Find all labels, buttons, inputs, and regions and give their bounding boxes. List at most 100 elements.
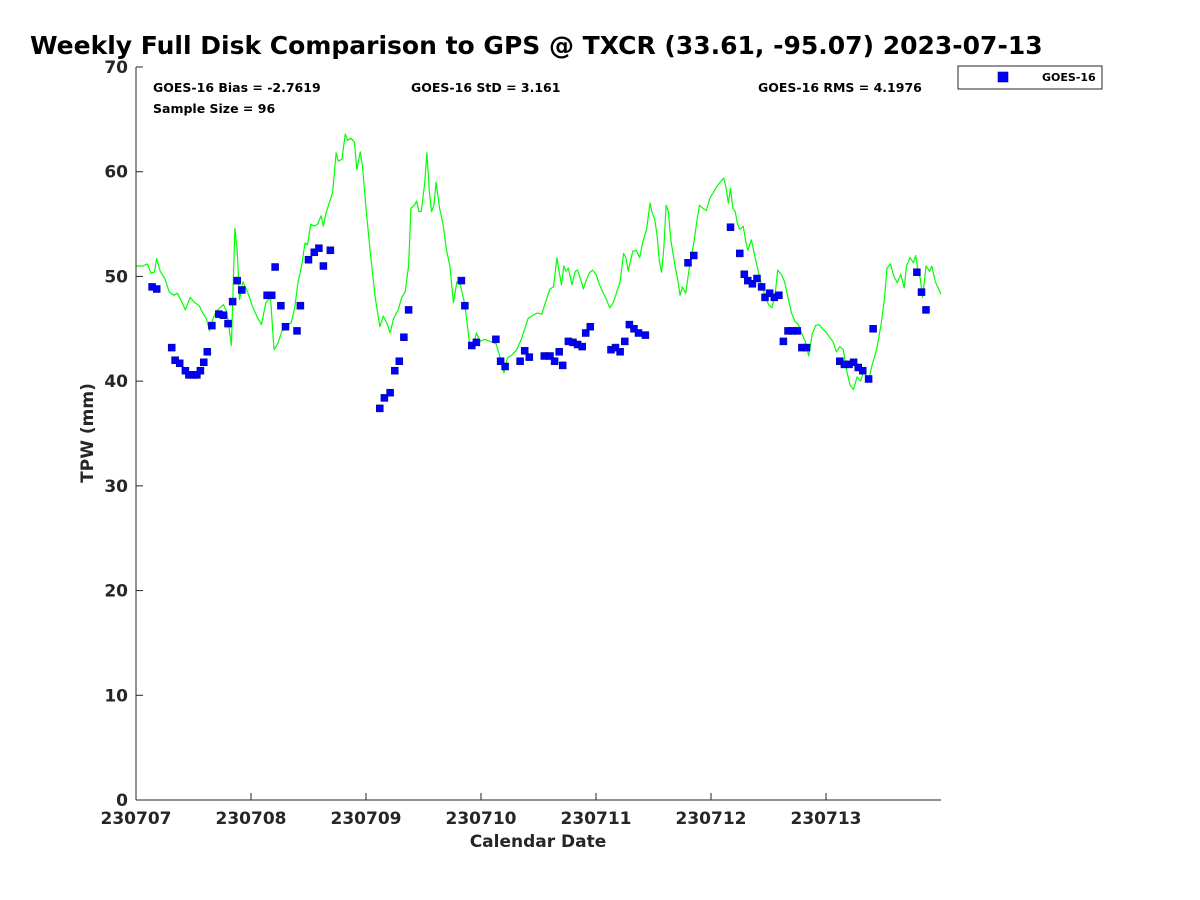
plot-area [136,67,941,800]
goes16-point [228,297,237,306]
series-layer [136,133,942,413]
goes16-point [740,270,749,279]
goes16-point [219,311,228,319]
gps-tpw-line [136,133,942,391]
std-stat: GOES-16 StD = 3.161 [411,80,560,95]
goes16-point [461,301,469,310]
goes16-point [634,329,643,337]
goes16-point [917,288,926,296]
goes16-point [761,293,769,302]
goes16-point [492,335,500,344]
goes16-point [395,357,404,365]
goes16-point [319,262,328,270]
x-tick-label: 230708 [216,809,287,829]
rms-stat: GOES-16 RMS = 4.1976 [758,80,922,95]
goes16-point [546,352,554,360]
goes16-point [611,343,620,352]
y-tick-label: 20 [104,582,128,602]
y-tick-label: 30 [104,477,128,497]
sample-size-stat: Sample Size = 96 [153,101,275,116]
goes16-point [296,301,305,310]
y-tick-label: 10 [104,686,128,706]
goes16-point [281,322,290,331]
goes16-point [779,337,788,346]
goes16-point [238,286,246,294]
legend-label: GOES-16 [1042,71,1096,84]
goes16-point [310,248,319,257]
goes16-point [404,306,413,314]
y-ticks: 0 10 20 30 40 50 60 70 [104,58,143,811]
goes16-point [641,331,650,339]
goes16-point [864,375,873,383]
goes16-point [203,348,212,356]
goes16-point [304,255,313,264]
goes16-point [167,343,176,352]
goes16-point [386,388,394,397]
goes16-point [516,357,524,365]
x-tick-label: 230707 [101,809,172,829]
goes16-point [753,274,761,283]
goes16-point [208,321,216,330]
goes16-point [152,285,161,293]
y-tick-label: 40 [104,372,128,392]
goes16-point [501,362,509,371]
goes16-point [793,327,802,335]
goes16-point [586,322,595,331]
goes16-point [748,280,757,288]
goes16-point [775,291,783,300]
goes16-point [525,353,534,361]
goes16-point [267,291,276,300]
goes16-point [621,337,629,346]
goes16-point [849,358,858,367]
goes16-point [277,301,285,310]
goes16-point [869,325,877,333]
goes16-point [233,276,241,285]
goes16-point [200,358,208,367]
x-tick-label: 230709 [331,809,402,829]
goes16-point [457,276,466,285]
goes16-point [376,404,384,413]
goes16-point [913,268,921,276]
goes16-point [400,333,408,341]
goes16-point [558,361,567,370]
chart-title: Weekly Full Disk Comparison to GPS @ TXC… [30,31,1043,60]
goes16-point [684,259,692,267]
y-tick-label: 0 [116,791,128,811]
goes16-point [315,244,323,252]
goes16-point [922,306,930,314]
goes16-point [802,343,811,352]
goes16-point [520,347,529,355]
goes16-point [293,327,301,335]
goes16-point [271,263,279,271]
x-tick-label: 230713 [791,809,862,829]
goes16-point [765,289,774,297]
goes16-point [326,246,335,255]
goes16-point [224,319,232,328]
legend-marker [997,71,1009,83]
goes16-point [175,359,184,368]
goes16-point [630,325,638,333]
goes16-point [380,394,389,402]
goes16-point [736,249,744,258]
x-tick-label: 230710 [446,809,517,829]
goes16-point [616,348,624,356]
x-tick-label: 230711 [561,809,632,829]
goes16-point [859,366,867,375]
goes16-point [391,366,399,375]
goes16-point [625,320,634,329]
y-tick-label: 70 [104,58,128,78]
x-axis-label: Calendar Date [470,832,607,852]
goes16-point [690,251,698,260]
goes16-point [550,357,559,365]
goes16-point [757,283,766,291]
bias-stat: GOES-16 Bias = -2.7619 [153,80,321,95]
goes16-point [581,329,590,337]
y-axis-label: TPW (mm) [78,383,98,483]
goes16-point [196,366,205,375]
y-tick-label: 60 [104,163,128,183]
goes16-point [496,357,505,365]
goes16-point [472,338,481,347]
legend-box [957,65,1103,90]
legend: GOES-16 [957,65,1103,90]
